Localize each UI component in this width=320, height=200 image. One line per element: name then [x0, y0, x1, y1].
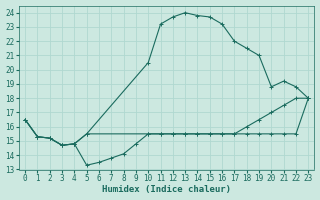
X-axis label: Humidex (Indice chaleur): Humidex (Indice chaleur): [102, 185, 231, 194]
